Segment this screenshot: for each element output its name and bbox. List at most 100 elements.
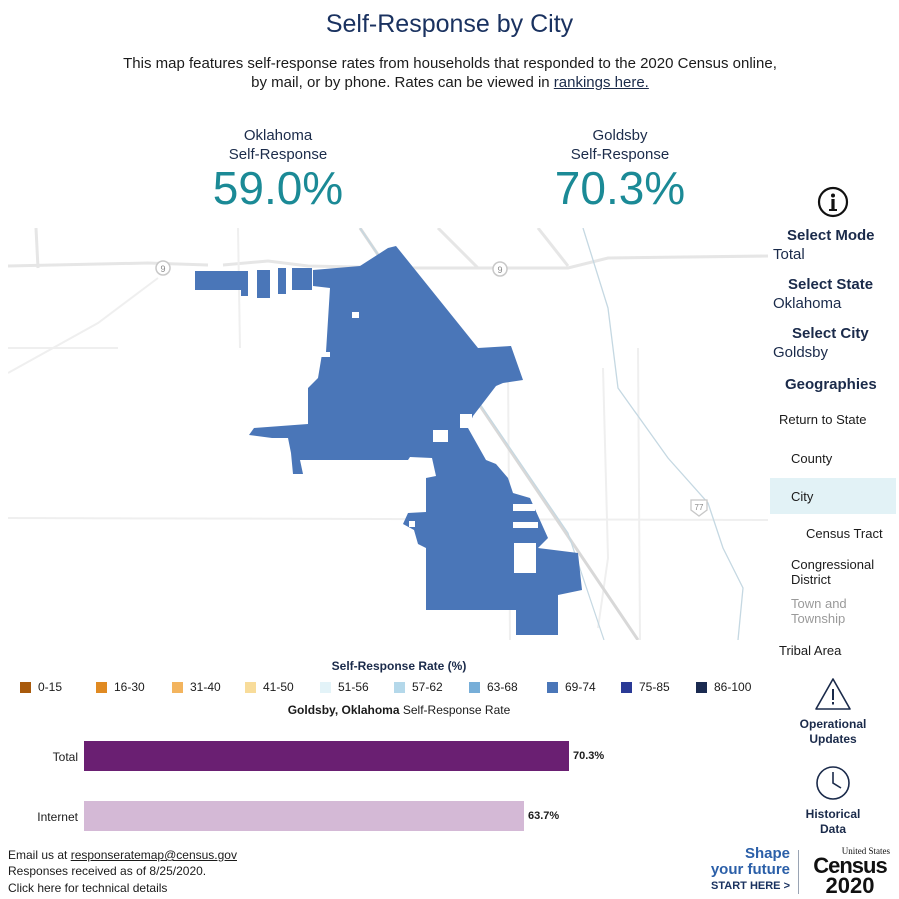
state-name: Oklahoma [243,127,313,144]
legend-title: Self-Response Rate (%) [331,659,467,673]
legend-item-86-100: 86-100 [696,680,751,694]
geo-congressional-district[interactable]: Congressional District [791,557,874,587]
state-label: Self-Response [228,146,328,163]
logo-census: Census [813,853,887,878]
logo-united-states: United States [841,846,890,856]
legend-label: 31-40 [190,680,221,694]
geo-tribal-area[interactable]: Tribal Area [779,643,842,658]
legend-swatch [172,681,183,693]
historical-data-button[interactable]: Historical Data [772,764,894,837]
mode-heading: Select Mode [787,227,875,244]
legend-label: 51-56 [338,680,369,694]
legend-label: 16-30 [114,680,145,694]
operational-line2: Updates [809,732,857,746]
logo-2020: 2020 [825,873,875,898]
legend-swatch [469,681,480,693]
legend-swatch [547,681,558,693]
legend-label: 69-74 [565,680,596,694]
rankings-link[interactable]: rankings here. [553,74,649,91]
legend-swatch [245,681,256,693]
legend-item-31-40: 31-40 [172,680,221,694]
bar-chart-title: Goldsby, Oklahoma Self-Response Rate [0,703,798,717]
geo-town-line1: Town and [791,596,847,611]
city-select[interactable]: Goldsby [773,344,829,361]
city-stat: Goldsby Self-Response 70.3% [520,126,720,212]
legend-label: 86-100 [714,680,752,694]
clock-icon [772,764,894,807]
info-icon[interactable] [816,185,850,219]
road-marker-9-east: 9 [492,261,508,277]
city-rate: 70.3% [554,162,686,214]
legend-swatch [320,681,331,693]
legend-label: 0-15 [38,680,63,694]
legend-swatch [96,681,107,693]
legend-swatch [621,681,632,693]
geo-city[interactable]: City [791,489,814,504]
bar-label-total: Total [52,750,78,764]
geo-county[interactable]: County [791,451,833,466]
footer-email: Email us at responseratemap@census.gov [8,848,237,862]
legend-item-16-30: 16-30 [96,680,145,694]
brand-your-future: your future [710,861,790,878]
footer-email-prefix: Email us at [8,848,71,862]
historical-line2: Data [819,822,846,836]
state-rate: 59.0% [212,162,344,214]
email-link[interactable]: responseratemap@census.gov [70,848,237,862]
legend-item-41-50: 41-50 [245,680,294,694]
bar-label-internet: Internet [37,810,78,824]
geo-census-tract[interactable]: Census Tract [806,526,883,541]
bar-title-place: Goldsby, Oklahoma [287,703,400,717]
shape-your-future-link[interactable]: Shape your future START HERE > [700,846,790,894]
road-label-77: 77 [695,503,704,512]
legend-item-51-56: 51-56 [320,680,369,694]
road-label-9-east: 9 [497,265,502,275]
geographies-heading: Geographies [785,376,877,393]
road-marker-77: 77 [690,499,708,517]
legend-label: 57-62 [412,680,443,694]
mode-select[interactable]: Total [773,246,805,263]
legend-swatch [394,681,405,693]
legend-label: 41-50 [263,680,294,694]
state-select[interactable]: Oklahoma [773,295,842,312]
legend-label: 75-85 [639,680,670,694]
legend-item-69-74: 69-74 [547,680,596,694]
census-2020-logo: United States Census 2020 [804,846,896,898]
operational-updates-button[interactable]: Operational Updates [772,676,894,747]
brand-start-here: START HERE > [711,880,790,892]
bar-title-rest: Self-Response Rate [399,703,511,717]
bar-total[interactable] [84,741,569,771]
road-label-9-west: 9 [160,264,165,274]
page-title: Self-Response by City [325,10,574,38]
subtitle-text: This map features self-response rates fr… [123,55,777,91]
bar-internet[interactable] [84,801,524,831]
city-heading: Select City [792,325,869,342]
legend-swatch [20,681,31,693]
footer-responses-date: Responses received as of 8/25/2020. [8,864,207,878]
page-subtitle: This map features self-response rates fr… [120,54,780,92]
state-heading: Select State [788,276,874,293]
legend-item-0-15: 0-15 [20,680,62,694]
bar-value-total: 70.3% [573,750,605,762]
geo-return-to-state[interactable]: Return to State [779,412,867,427]
map-cutouts [320,312,538,573]
operational-line1: Operational [799,717,867,731]
city-boundary[interactable] [195,246,582,635]
legend-label: 63-68 [487,680,518,694]
geo-town-township: Town and Township [791,596,847,626]
river [582,228,744,640]
legend-item-57-62: 57-62 [394,680,443,694]
legend-item-75-85: 75-85 [621,680,670,694]
bar-value-internet: 63.7% [528,810,560,822]
geo-congressional-line1: Congressional [791,557,875,572]
legend-item-63-68: 63-68 [469,680,518,694]
technical-details-link[interactable]: Click here for technical details [8,881,168,895]
state-stat: Oklahoma Self-Response 59.0% [178,126,378,212]
brand-divider [798,850,799,894]
map-svg[interactable]: 9 9 77 [8,228,768,640]
geo-town-line2: Township [791,611,846,626]
city-name: Goldsby [592,127,648,144]
city-map[interactable]: 9 9 77 [8,228,768,640]
geo-city-highlight [770,478,896,514]
geo-congressional-line2: District [791,572,831,587]
city-label: Self-Response [570,146,670,163]
